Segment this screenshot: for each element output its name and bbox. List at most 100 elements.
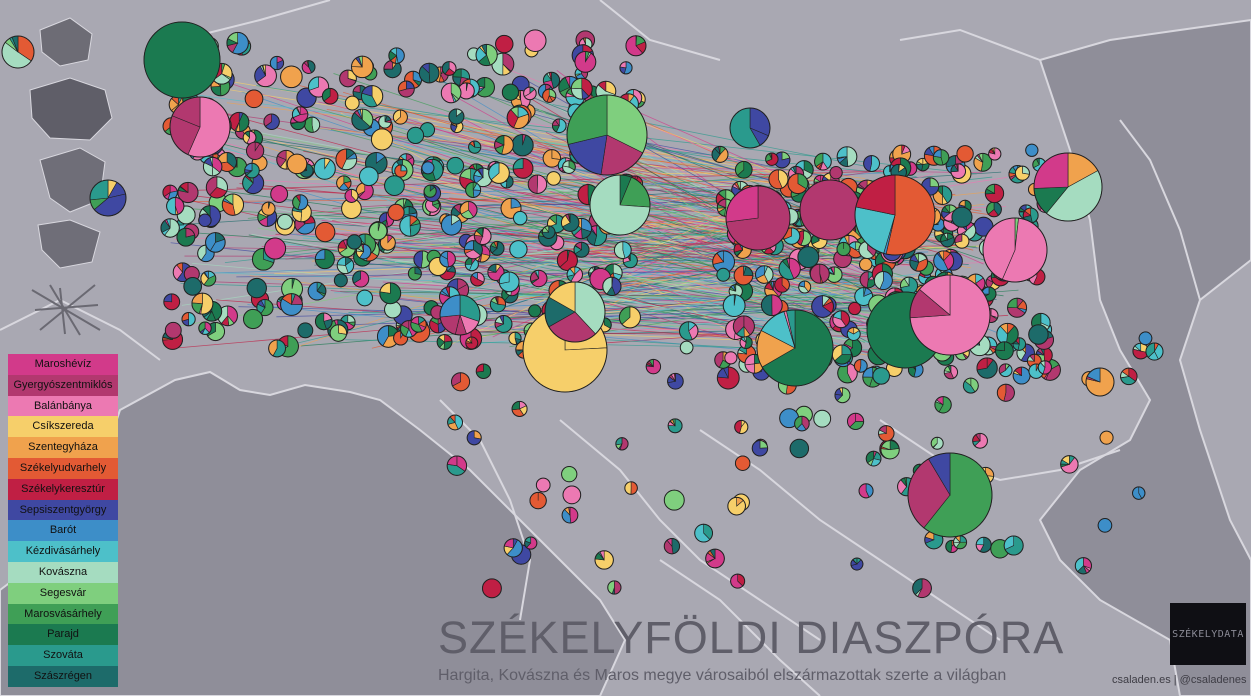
- origin-pie[interactable]: [1138, 331, 1153, 346]
- origin-pie[interactable]: [732, 315, 755, 338]
- origin-pie[interactable]: [739, 335, 753, 350]
- origin-pie[interactable]: [950, 163, 967, 180]
- origin-pie[interactable]: [344, 188, 359, 203]
- origin-pie[interactable]: [734, 160, 753, 179]
- origin-pie[interactable]: [498, 271, 520, 293]
- origin-pie[interactable]: [358, 166, 379, 187]
- origin-pie[interactable]: [528, 304, 542, 318]
- origin-pie[interactable]: [202, 156, 223, 177]
- origin-pie[interactable]: [909, 274, 991, 356]
- origin-pie[interactable]: [489, 296, 507, 313]
- origin-pie[interactable]: [694, 523, 714, 543]
- origin-pie[interactable]: [625, 35, 647, 57]
- origin-pie[interactable]: [263, 237, 287, 260]
- origin-pie[interactable]: [733, 265, 754, 286]
- origin-pie[interactable]: [848, 301, 862, 316]
- origin-pie[interactable]: [814, 152, 832, 171]
- origin-pie-markers[interactable]: [1, 21, 1164, 599]
- origin-pie[interactable]: [301, 60, 316, 74]
- origin-pie[interactable]: [261, 201, 276, 216]
- origin-pie[interactable]: [725, 185, 791, 251]
- origin-pie[interactable]: [1007, 297, 1028, 318]
- origin-pie[interactable]: [307, 281, 327, 301]
- origin-pie[interactable]: [615, 437, 629, 451]
- origin-pie[interactable]: [1028, 324, 1049, 345]
- origin-pie[interactable]: [846, 327, 861, 341]
- origin-pie[interactable]: [551, 118, 567, 134]
- origin-pie[interactable]: [169, 96, 231, 158]
- origin-pie[interactable]: [269, 55, 285, 71]
- origin-pie[interactable]: [487, 263, 505, 281]
- legend-item[interactable]: Szászrégen: [8, 665, 118, 687]
- origin-pie[interactable]: [336, 175, 352, 191]
- origin-pie[interactable]: [314, 249, 335, 270]
- origin-pie[interactable]: [951, 206, 973, 228]
- origin-pie[interactable]: [397, 80, 415, 98]
- origin-pie[interactable]: [183, 277, 203, 296]
- origin-pie[interactable]: [512, 157, 534, 179]
- origin-pie[interactable]: [263, 113, 280, 131]
- szekelydata-logo[interactable]: SZÉKELYDATA: [1170, 603, 1246, 665]
- origin-pie[interactable]: [509, 240, 528, 259]
- origin-pie[interactable]: [679, 340, 694, 355]
- origin-pie[interactable]: [878, 425, 895, 442]
- origin-pie[interactable]: [89, 179, 127, 217]
- origin-pie[interactable]: [751, 440, 769, 457]
- origin-pie[interactable]: [205, 176, 228, 199]
- origin-pie[interactable]: [589, 174, 651, 236]
- origin-pie[interactable]: [494, 314, 513, 333]
- origin-pie[interactable]: [975, 536, 992, 553]
- origin-pie[interactable]: [618, 306, 641, 329]
- origin-pie[interactable]: [909, 252, 929, 272]
- legend-item[interactable]: Szováta: [8, 645, 118, 666]
- origin-pie[interactable]: [730, 573, 746, 589]
- origin-pie[interactable]: [954, 233, 970, 249]
- origin-pie[interactable]: [734, 455, 751, 471]
- legend-item[interactable]: Balánbánya: [8, 395, 118, 417]
- origin-pie[interactable]: [314, 312, 333, 331]
- origin-pie[interactable]: [387, 203, 405, 221]
- origin-pie[interactable]: [198, 321, 212, 335]
- origin-pie[interactable]: [573, 241, 590, 258]
- origin-pie[interactable]: [446, 455, 468, 476]
- origin-pie[interactable]: [594, 550, 614, 570]
- origin-pie[interactable]: [370, 128, 393, 151]
- origin-pie[interactable]: [399, 215, 421, 237]
- origin-pie[interactable]: [360, 85, 384, 108]
- origin-pie[interactable]: [251, 247, 275, 271]
- origin-pie[interactable]: [727, 496, 746, 516]
- origin-pie[interactable]: [994, 341, 1014, 361]
- origin-pie[interactable]: [421, 161, 435, 175]
- origin-pie[interactable]: [1060, 455, 1079, 474]
- origin-pie[interactable]: [488, 162, 510, 184]
- origin-pie[interactable]: [352, 270, 370, 288]
- origin-pie[interactable]: [836, 241, 851, 257]
- origin-pie[interactable]: [907, 452, 993, 538]
- origin-pie[interactable]: [523, 29, 547, 52]
- origin-pie[interactable]: [200, 270, 217, 287]
- legend-item[interactable]: Sepsiszentgyörgy: [8, 499, 118, 521]
- origin-pie[interactable]: [880, 440, 900, 460]
- origin-pie[interactable]: [473, 227, 492, 246]
- origin-pie[interactable]: [962, 377, 979, 394]
- origin-pie[interactable]: [447, 414, 464, 431]
- origin-pie[interactable]: [607, 580, 622, 595]
- origin-pie[interactable]: [787, 173, 809, 195]
- origin-pie[interactable]: [226, 31, 249, 55]
- origin-pie[interactable]: [439, 294, 481, 336]
- origin-pie[interactable]: [535, 477, 551, 493]
- origin-pie[interactable]: [297, 322, 314, 339]
- origin-pie[interactable]: [470, 271, 485, 287]
- origin-pie[interactable]: [574, 50, 597, 73]
- origin-pie[interactable]: [339, 69, 357, 88]
- origin-pie[interactable]: [972, 432, 988, 449]
- origin-pie[interactable]: [440, 82, 462, 104]
- legend-item[interactable]: Székelykeresztúr: [8, 478, 118, 500]
- origin-pie[interactable]: [1132, 486, 1146, 500]
- origin-pie[interactable]: [556, 249, 578, 271]
- origin-pie[interactable]: [351, 108, 374, 131]
- origin-pie[interactable]: [436, 334, 453, 350]
- origin-pie[interactable]: [529, 491, 547, 510]
- origin-pie[interactable]: [546, 171, 561, 186]
